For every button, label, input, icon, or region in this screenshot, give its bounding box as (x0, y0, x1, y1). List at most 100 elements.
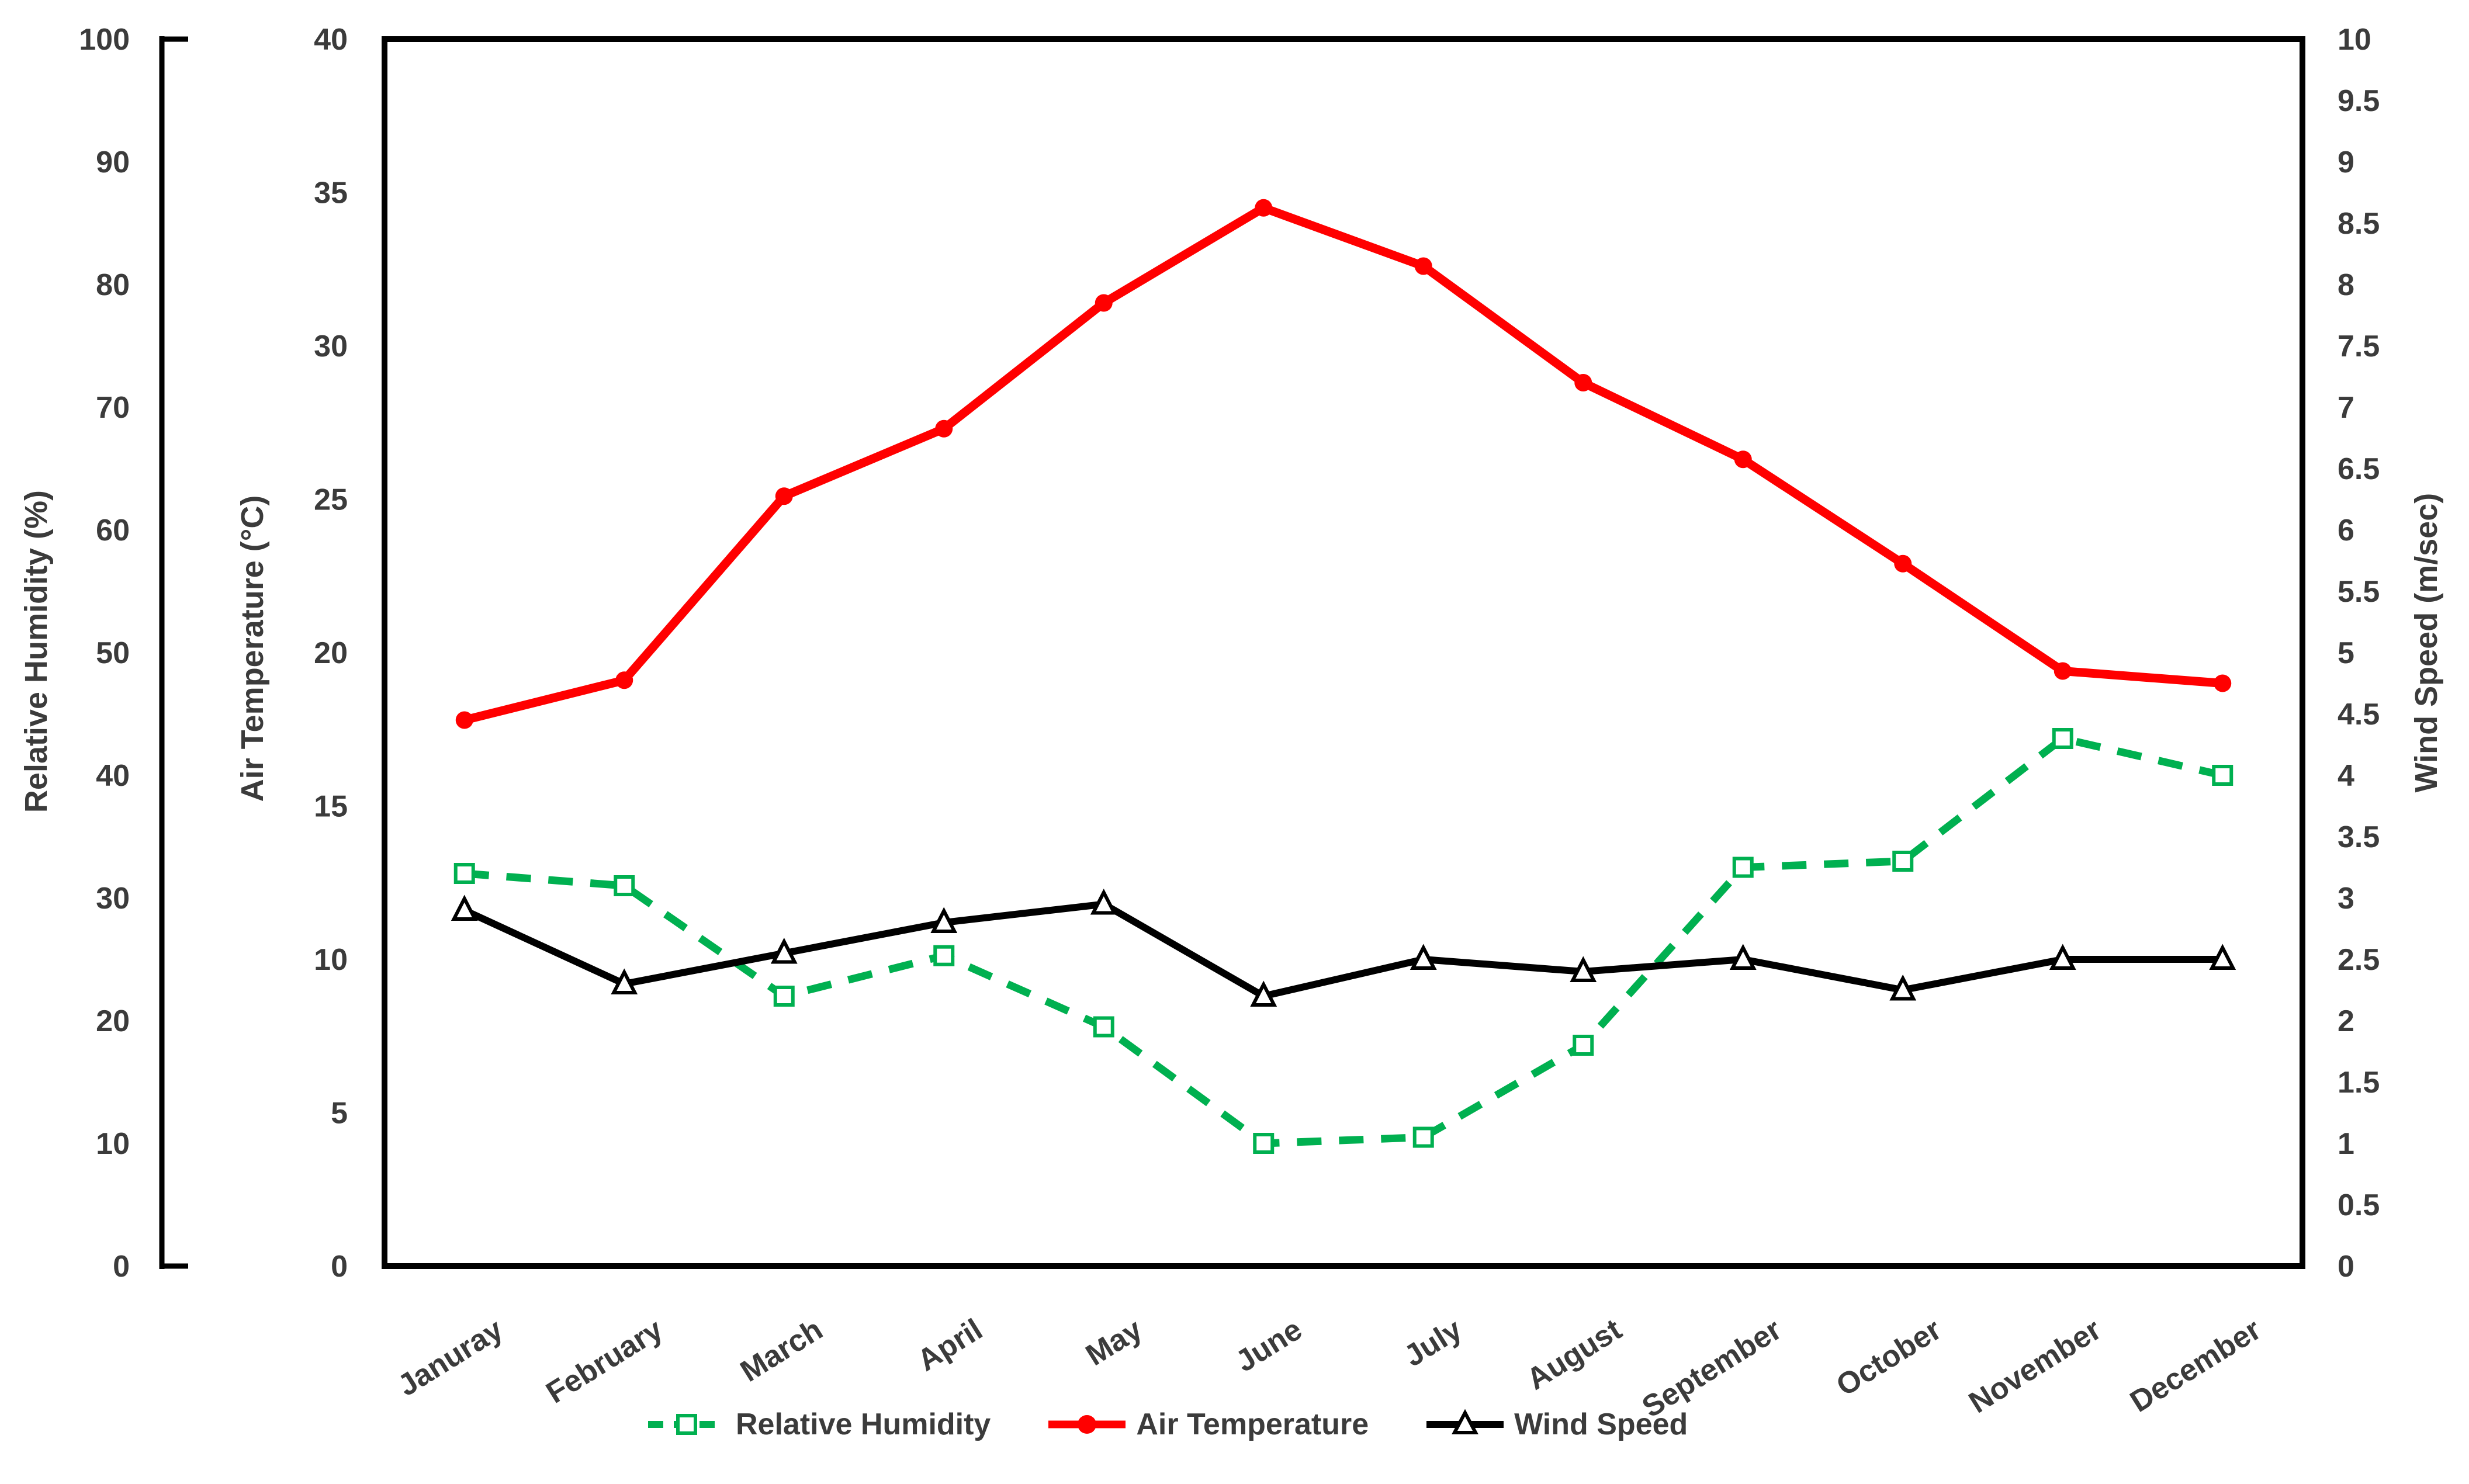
month-label: Januray (392, 1312, 509, 1403)
wind-tick-label: 7 (2338, 391, 2354, 425)
temperature-tick-label: 15 (314, 790, 348, 824)
wind-tick-label: 1 (2338, 1127, 2354, 1161)
air-temperature-marker (1255, 199, 1273, 217)
month-label: April (912, 1312, 988, 1378)
wind-tick-label: 1.5 (2338, 1066, 2380, 1100)
air-temperature-marker (1574, 374, 1592, 391)
wind-tick-label: 0 (2338, 1250, 2354, 1284)
air-temperature-marker (1894, 554, 1912, 573)
air-temperature-marker (2214, 674, 2232, 692)
relative-humidity-marker (453, 863, 475, 884)
wind-speed-series-line (463, 900, 2223, 1000)
air-temperature-marker (2054, 662, 2072, 680)
relative-humidity-marker (1892, 851, 1914, 872)
wind-speed-marker (1729, 944, 1757, 970)
temperature-tick-label: 5 (331, 1097, 348, 1131)
wind-tick-label: 7.5 (2338, 330, 2380, 363)
month-label: July (1398, 1312, 1468, 1373)
month-label: March (735, 1312, 829, 1388)
wind-tick-label: 3.5 (2338, 820, 2380, 854)
wind-speed-marker (1570, 956, 1597, 982)
relative-humidity-marker (1093, 1016, 1114, 1038)
wind-speed-marker (930, 907, 958, 933)
air-temperature-marker (615, 671, 633, 689)
legend-label: Relative Humidity (736, 1407, 991, 1441)
humidity-tick-label: 0 (113, 1250, 130, 1284)
wind-speed-marker (1889, 974, 1917, 1001)
legend-item-wind-speed: Wind Speed (1424, 1407, 1688, 1442)
wind-speed-marker (1090, 888, 1117, 915)
wind-tick-label: 9 (2338, 145, 2354, 179)
wind-tick-label: 9.5 (2338, 84, 2380, 118)
wind-tick-label: 6.5 (2338, 452, 2380, 486)
relative-humidity-marker (1412, 1126, 1434, 1148)
wind-tick-label: 10 (2338, 23, 2371, 57)
relative-humidity-marker (773, 986, 795, 1007)
humidity-tick-label: 80 (96, 268, 130, 302)
air-temperature-marker (1734, 450, 1752, 469)
wind-speed-marker (611, 968, 638, 994)
wind-tick-label: 3 (2338, 882, 2354, 916)
y-axis-title-wind-speed: Wind Speed (m/sec) (2409, 493, 2444, 793)
relative-humidity-marker (1253, 1133, 1275, 1154)
wind-speed-marker (1250, 980, 1277, 1007)
wind-tick-label: 6 (2338, 514, 2354, 547)
wind-line-triangle-icon (1426, 1409, 1504, 1434)
plot-border (382, 36, 2305, 1269)
humidity-tick-label: 50 (96, 636, 130, 670)
legend-item-relative-humidity: Relative Humidity (646, 1407, 991, 1442)
wind-speed-marker (770, 937, 798, 964)
y-axis-title-air-temperature: Air Temperature (°C) (235, 495, 270, 802)
air-temperature-marker (455, 711, 473, 729)
wind-speed-marker (2209, 944, 2236, 970)
legend-item-air-temperature: Air Temperature (1046, 1407, 1369, 1442)
humidity-tick-label: 10 (96, 1127, 130, 1161)
humidity-tick-label: 40 (96, 759, 130, 793)
humidity-tick-label: 60 (96, 514, 130, 547)
humidity-tick-label: 30 (96, 882, 130, 916)
wind-tick-label: 8 (2338, 268, 2354, 302)
y-axis-title-relative-humidity: Relative Humidity (%) (19, 490, 54, 813)
relative-humidity-marker (614, 875, 635, 896)
air-temperature-marker (1095, 294, 1113, 312)
month-label: December (2124, 1312, 2267, 1419)
wind-tick-label: 5.5 (2338, 575, 2380, 609)
temperature-tick-label: 30 (314, 330, 348, 363)
month-label: June (1230, 1312, 1308, 1379)
relative-humidity-marker (933, 945, 955, 966)
month-label: May (1080, 1312, 1148, 1372)
temperature-tick-label: 25 (314, 483, 348, 517)
relative-humidity-marker (2052, 728, 2073, 749)
humidity-tick-label: 90 (96, 145, 130, 179)
relative-humidity-marker (1732, 857, 1754, 878)
wind-speed-marker (1410, 944, 1437, 970)
temperature-tick-label: 40 (314, 23, 348, 57)
wind-tick-label: 8.5 (2338, 207, 2380, 241)
legend-label: Wind Speed (1514, 1407, 1688, 1441)
wind-tick-label: 5 (2338, 636, 2354, 670)
humidity-tick-label: 70 (96, 391, 130, 425)
wind-tick-label: 4.5 (2338, 698, 2380, 731)
humidity-tick-label: 100 (79, 23, 130, 57)
month-label: February (541, 1312, 669, 1410)
temperature-line-circle-icon (1048, 1415, 1126, 1434)
air-temperature-marker (775, 487, 793, 505)
wind-tick-label: 2 (2338, 1004, 2354, 1038)
temperature-tick-label: 10 (314, 943, 348, 977)
temperature-tick-label: 35 (314, 176, 348, 210)
wind-tick-label: 2.5 (2338, 943, 2380, 977)
air-temperature-marker (1414, 257, 1432, 275)
month-label: October (1830, 1312, 1947, 1403)
wind-tick-label: 0.5 (2338, 1188, 2380, 1222)
wind-speed-marker (2049, 944, 2076, 970)
month-label: November (1963, 1312, 2107, 1420)
relative-humidity-series-line (464, 734, 2224, 1147)
air-temperature-series-line (463, 203, 2223, 724)
temperature-tick-label: 0 (331, 1250, 348, 1284)
chart-legend: Relative Humidity Air Temperature Wind S… (646, 1407, 1688, 1442)
legend-label: Air Temperature (1136, 1407, 1369, 1441)
humidity-tick-label: 20 (96, 1004, 130, 1038)
wind-tick-label: 4 (2338, 759, 2354, 793)
relative-humidity-marker (2212, 765, 2233, 786)
